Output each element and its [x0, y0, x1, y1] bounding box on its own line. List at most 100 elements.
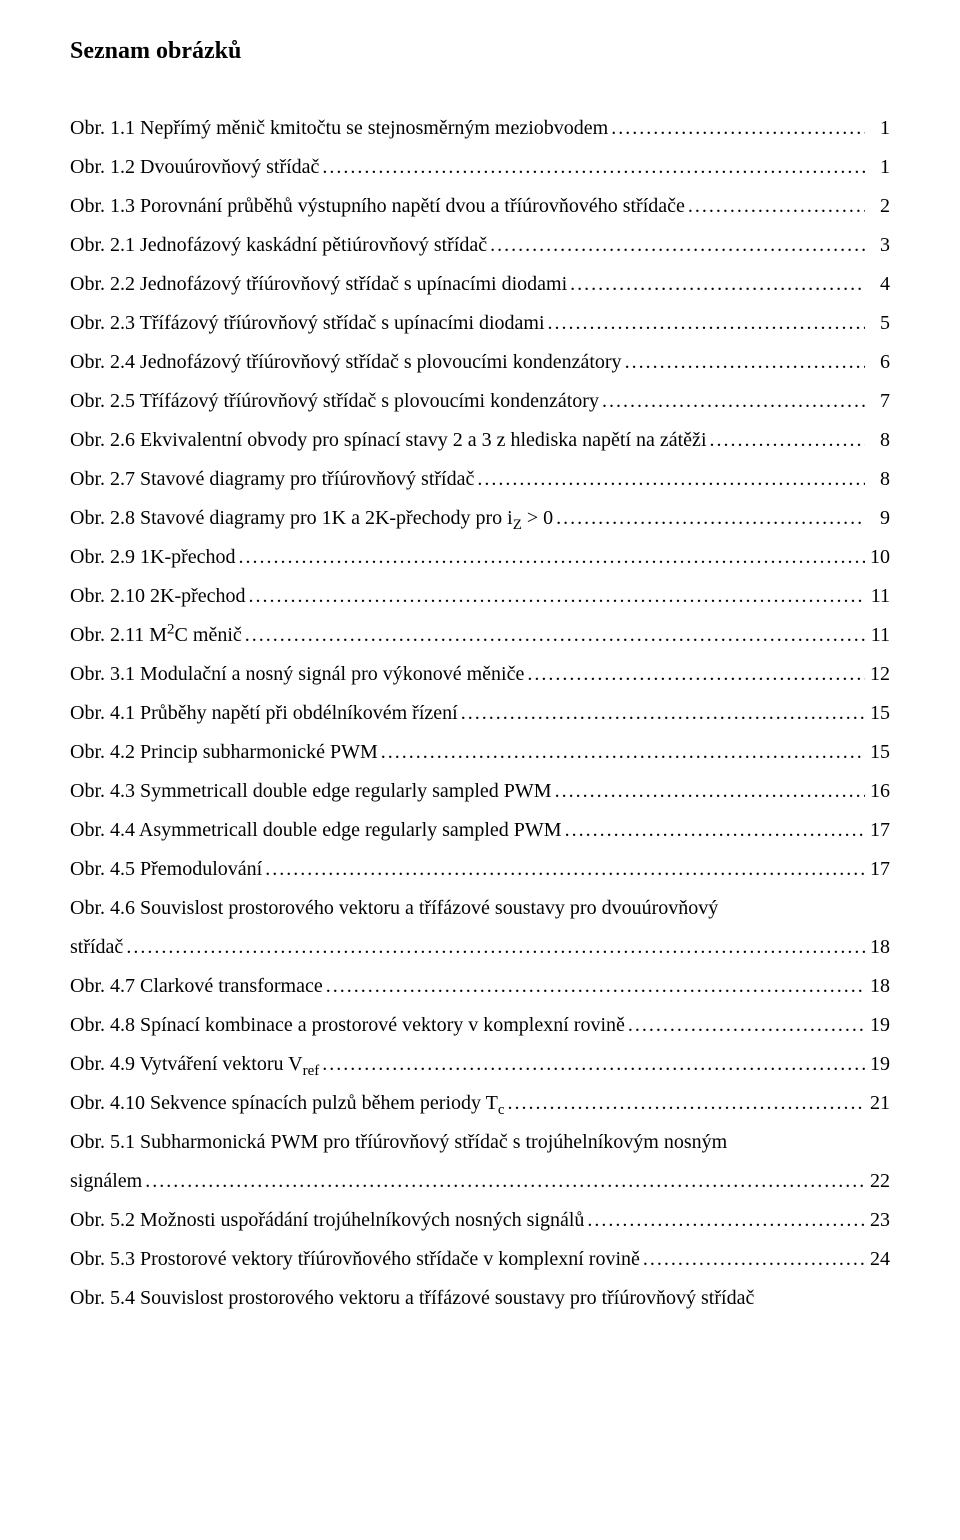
toc-leader-dots: [628, 1006, 865, 1045]
toc-label: Obr. 4.2 Princip subharmonické PWM: [70, 733, 378, 772]
toc-leader-dots: [625, 343, 865, 382]
toc-entry: Obr. 1.2 Dvouúrovňový střídač 1: [70, 148, 890, 187]
toc-label: Obr. 1.1 Nepřímý měnič kmitočtu se stejn…: [70, 109, 608, 148]
toc-page-number: 18: [868, 928, 890, 967]
toc-entry: Obr. 4.7 Clarkové transformace18: [70, 967, 890, 1006]
toc-page-number: 4: [868, 265, 890, 304]
toc-label: střídač: [70, 928, 123, 967]
toc-label: Obr. 2.6 Ekvivalentní obvody pro spínací…: [70, 421, 707, 460]
toc-entry: Obr. 2.6 Ekvivalentní obvody pro spínací…: [70, 421, 890, 460]
toc-label: Obr. 5.4 Souvislost prostorového vektoru…: [70, 1279, 754, 1318]
toc-entry: Obr. 2.10 2K-přechod 11: [70, 577, 890, 616]
toc-entry: Obr. 1.1 Nepřímý měnič kmitočtu se stejn…: [70, 109, 890, 148]
toc-page-number: 21: [868, 1084, 890, 1123]
toc-entry: Obr. 2.4 Jednofázový tříúrovňový střídač…: [70, 343, 890, 382]
toc-entry: Obr. 4.9 Vytváření vektoru Vref19: [70, 1045, 890, 1084]
toc-leader-dots: [556, 499, 865, 538]
toc-entry: Obr. 3.1 Modulační a nosný signál pro vý…: [70, 655, 890, 694]
toc-page-number: 9: [868, 499, 890, 538]
toc-page-number: 16: [868, 772, 890, 811]
toc-entry-continuation: signálem 22: [70, 1162, 890, 1201]
toc-leader-dots: [126, 928, 865, 967]
toc-label: Obr. 3.1 Modulační a nosný signál pro vý…: [70, 655, 524, 694]
toc-entry: Obr. 4.2 Princip subharmonické PWM 15: [70, 733, 890, 772]
toc-leader-dots: [688, 187, 865, 226]
toc-entry: Obr. 5.4 Souvislost prostorového vektoru…: [70, 1279, 890, 1318]
toc-page-number: 17: [868, 850, 890, 889]
toc-container: Obr. 1.1 Nepřímý měnič kmitočtu se stejn…: [70, 109, 890, 1318]
toc-entry: Obr. 5.3 Prostorové vektory tříúrovňovéh…: [70, 1240, 890, 1279]
toc-label: Obr. 4.4 Asymmetricall double edge regul…: [70, 811, 562, 850]
toc-label: Obr. 2.5 Třífázový tříúrovňový střídač s…: [70, 382, 599, 421]
toc-label: Obr. 4.10 Sekvence spínacích pulzů během…: [70, 1084, 505, 1123]
toc-entry: Obr. 2.3 Třífázový tříúrovňový střídač s…: [70, 304, 890, 343]
toc-leader-dots: [508, 1084, 865, 1123]
toc-leader-dots: [490, 226, 865, 265]
toc-label: Obr. 4.1 Průběhy napětí při obdélníkovém…: [70, 694, 458, 733]
toc-label: Obr. 2.4 Jednofázový tříúrovňový střídač…: [70, 343, 622, 382]
toc-leader-dots: [245, 616, 865, 655]
toc-leader-dots: [477, 460, 865, 499]
toc-page-number: 22: [868, 1162, 890, 1201]
toc-page-number: 8: [868, 421, 890, 460]
toc-label: Obr. 2.8 Stavové diagramy pro 1K a 2K-př…: [70, 499, 553, 538]
toc-page-number: 1: [868, 148, 890, 187]
toc-page-number: 12: [868, 655, 890, 694]
document-page: Seznam obrázků Obr. 1.1 Nepřímý měnič km…: [0, 0, 960, 1540]
toc-page-number: 6: [868, 343, 890, 382]
toc-leader-dots: [611, 109, 865, 148]
toc-page-number: 10: [868, 538, 890, 577]
toc-page-number: 17: [868, 811, 890, 850]
toc-label: Obr. 2.9 1K-přechod: [70, 538, 236, 577]
toc-leader-dots: [710, 421, 866, 460]
toc-label: Obr. 2.7 Stavové diagramy pro tříúrovňov…: [70, 460, 474, 499]
toc-page-number: 18: [868, 967, 890, 1006]
toc-page-number: 2: [868, 187, 890, 226]
toc-page-number: 11: [868, 577, 890, 616]
list-of-figures-heading: Seznam obrázků: [70, 28, 890, 75]
toc-page-number: 8: [868, 460, 890, 499]
toc-entry: Obr. 2.2 Jednofázový tříúrovňový střídač…: [70, 265, 890, 304]
toc-page-number: 19: [868, 1045, 890, 1084]
toc-entry: Obr. 4.10 Sekvence spínacích pulzů během…: [70, 1084, 890, 1123]
toc-label: signálem: [70, 1162, 142, 1201]
toc-label: Obr. 5.1 Subharmonická PWM pro tříúrovňo…: [70, 1123, 727, 1162]
toc-label: Obr. 4.5 Přemodulování: [70, 850, 262, 889]
toc-label: Obr. 5.2 Možnosti uspořádání trojúhelník…: [70, 1201, 584, 1240]
toc-label: Obr. 1.3 Porovnání průběhů výstupního na…: [70, 187, 685, 226]
toc-leader-dots: [527, 655, 865, 694]
toc-label: Obr. 4.3 Symmetricall double edge regula…: [70, 772, 552, 811]
toc-page-number: 15: [868, 733, 890, 772]
toc-entry: Obr. 1.3 Porovnání průběhů výstupního na…: [70, 187, 890, 226]
toc-label: Obr. 2.3 Třífázový tříúrovňový střídač s…: [70, 304, 545, 343]
toc-leader-dots: [239, 538, 865, 577]
toc-entry: Obr. 2.7 Stavové diagramy pro tříúrovňov…: [70, 460, 890, 499]
toc-leader-dots: [570, 265, 865, 304]
toc-entry: Obr. 2.1 Jednofázový kaskádní pětiúrovňo…: [70, 226, 890, 265]
toc-entry: Obr. 2.8 Stavové diagramy pro 1K a 2K-př…: [70, 499, 890, 538]
toc-page-number: 23: [868, 1201, 890, 1240]
toc-page-number: 11: [868, 616, 890, 655]
toc-leader-dots: [548, 304, 865, 343]
toc-label: Obr. 4.6 Souvislost prostorového vektoru…: [70, 889, 718, 928]
toc-entry: Obr. 4.5 Přemodulování 17: [70, 850, 890, 889]
toc-label: Obr. 1.2 Dvouúrovňový střídač: [70, 148, 319, 187]
toc-leader-dots: [322, 1045, 865, 1084]
toc-page-number: 15: [868, 694, 890, 733]
toc-entry: Obr. 4.3 Symmetricall double edge regula…: [70, 772, 890, 811]
toc-entry: Obr. 5.1 Subharmonická PWM pro tříúrovňo…: [70, 1123, 890, 1162]
toc-leader-dots: [643, 1240, 865, 1279]
toc-entry: Obr. 4.1 Průběhy napětí při obdélníkovém…: [70, 694, 890, 733]
toc-leader-dots: [249, 577, 865, 616]
toc-leader-dots: [461, 694, 865, 733]
toc-entry: Obr. 2.9 1K-přechod 10: [70, 538, 890, 577]
toc-page-number: 24: [868, 1240, 890, 1279]
toc-label: Obr. 2.10 2K-přechod: [70, 577, 246, 616]
toc-leader-dots: [587, 1201, 865, 1240]
toc-leader-dots: [381, 733, 865, 772]
toc-page-number: 3: [868, 226, 890, 265]
toc-entry: Obr. 4.8 Spínací kombinace a prostorové …: [70, 1006, 890, 1045]
toc-entry: Obr. 2.11 M2C měnič11: [70, 616, 890, 655]
toc-label: Obr. 4.8 Spínací kombinace a prostorové …: [70, 1006, 625, 1045]
toc-entry: Obr. 4.6 Souvislost prostorového vektoru…: [70, 889, 890, 928]
